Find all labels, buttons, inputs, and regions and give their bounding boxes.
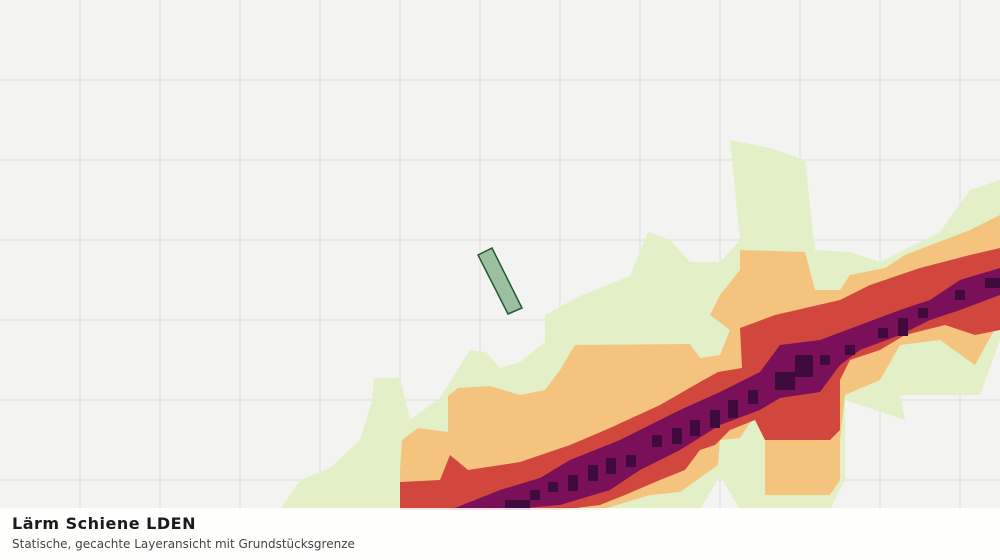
noise-zone-high: [400, 248, 1000, 510]
legend-panel: Lärm Schiene LDEN Statische, gecachte La…: [0, 508, 1000, 560]
layer-subtitle: Statische, gecachte Layeransicht mit Gru…: [12, 537, 355, 551]
noise-zone-very-high: [450, 268, 1000, 510]
noise-zone-extreme: [505, 278, 1000, 510]
noise-zone-medium: [400, 215, 1000, 510]
layer-title: Lärm Schiene LDEN: [12, 514, 196, 533]
parcel-boundary: [476, 246, 524, 315]
